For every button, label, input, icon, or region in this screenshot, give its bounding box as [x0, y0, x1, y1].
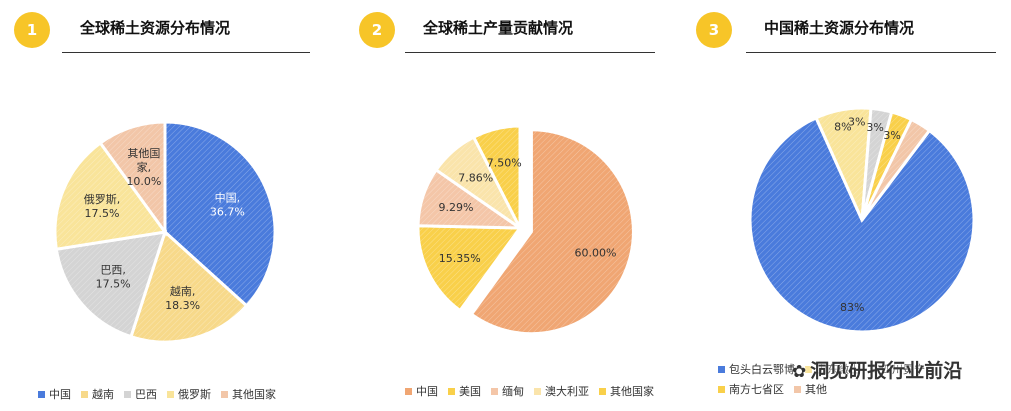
panel-global-resources: 1 全球稀土资源分布情况 中国, 36.7% 越南, 18.3% 巴西, 17.5% 俄罗斯…: [0, 0, 330, 411]
slice-label-4: 7.86%: [458, 171, 493, 184]
legend-swatch: [405, 387, 412, 395]
pie-slice-5: [98, 120, 167, 237]
legend-swatch: [81, 390, 88, 398]
slice-label-2: 15.35%: [439, 252, 481, 265]
legend-swatch: [491, 387, 498, 395]
legend-swatch: [718, 385, 725, 393]
wechat-icon: ✿: [792, 362, 807, 382]
pie-slice-2: [814, 106, 873, 221]
legend-swatch: [448, 387, 455, 395]
slice-label-3: 3%: [848, 116, 865, 129]
legend-label: 澳大利亚: [545, 385, 589, 398]
panel-number-badge: 1: [14, 12, 50, 48]
legend-label: 山东微山: [816, 363, 860, 376]
legend-item: 美国: [448, 383, 481, 399]
panel-number-badge: 2: [359, 12, 395, 48]
pie-slice-1: [469, 128, 635, 336]
pie-slice-1: [748, 115, 976, 334]
pie-slice-3: [416, 167, 525, 230]
legend-swatch: [805, 365, 812, 373]
slice-label-4: 3%: [866, 121, 883, 134]
pie-slice-5: [860, 117, 932, 221]
slice-label-2: 越南, 18.3%: [165, 284, 200, 312]
chart-legend: 包头白云鄂博 山东微山 四川冕宁南方七省区 其他: [718, 361, 998, 397]
legend-swatch: [38, 390, 45, 398]
legend-swatch: [599, 387, 606, 395]
legend-item: 四川冕宁: [870, 361, 925, 377]
legend-label: 包头白云鄂博: [729, 363, 795, 376]
legend-item: 澳大利亚: [534, 383, 589, 399]
pie-chart-global-production: 60.00% 15.35% 9.29% 7.86%7.50%: [416, 124, 635, 336]
legend-label: 俄罗斯: [178, 388, 211, 401]
slice-label-2: 8%: [834, 121, 851, 134]
legend-swatch: [794, 385, 801, 393]
legend-label: 美国: [459, 385, 481, 398]
slice-label-5: 7.50%: [487, 157, 522, 170]
legend-item: 中国: [405, 383, 438, 399]
legend-label: 四川冕宁: [881, 363, 925, 376]
slice-label-4: 俄罗斯, 17.5%: [84, 193, 121, 220]
legend-item: 其他国家: [221, 386, 276, 402]
legend-label: 其他: [805, 383, 827, 396]
chart-legend: 中国 越南 巴西 俄罗斯 其他国家: [38, 386, 328, 402]
panel-title: 全球稀土产量贡献情况: [423, 19, 574, 37]
pie-slice-3: [54, 230, 168, 339]
legend-item: 缅甸: [491, 383, 524, 399]
slice-label-1: 83%: [840, 301, 864, 314]
legend-item: 包头白云鄂博: [718, 361, 795, 377]
legend-item: 其他: [794, 381, 827, 397]
legend-label: 巴西: [135, 388, 157, 401]
legend-label: 缅甸: [502, 385, 524, 398]
slice-label-3: 巴西, 17.5%: [96, 263, 131, 290]
panel-title: 全球稀土资源分布情况: [80, 19, 231, 37]
pie-slice-2: [129, 229, 249, 344]
slice-label-3: 9.29%: [438, 201, 473, 214]
pie-slice-2: [416, 224, 523, 313]
title-underline: [62, 52, 310, 53]
legend-label: 中国: [49, 388, 71, 401]
pie-slice-5: [471, 124, 522, 229]
title-underline: [746, 52, 996, 53]
legend-label: 越南: [92, 388, 114, 401]
legend-label: 中国: [416, 385, 438, 398]
legend-item: 其他国家: [599, 383, 654, 399]
pie-slice-1: [163, 120, 277, 308]
legend-swatch: [221, 390, 228, 398]
legend-swatch: [534, 387, 541, 395]
legend-swatch: [167, 390, 174, 398]
watermark-text: 洞见研报行业前沿: [810, 360, 963, 382]
legend-item: 山东微山: [805, 361, 860, 377]
legend-label: 其他国家: [232, 388, 276, 401]
pie-chart-china-resources: 83%8%3% 3%3%: [748, 106, 976, 334]
pie-chart-global-resources: 中国, 36.7% 越南, 18.3% 巴西, 17.5% 俄罗斯, 17.5%其他国家, 10…: [53, 120, 277, 344]
slice-label-5: 其他国家, 10.0%: [126, 147, 161, 188]
legend-item: 越南: [81, 386, 114, 402]
slice-label-1: 中国, 36.7%: [210, 191, 245, 218]
legend-item: 巴西: [124, 386, 157, 402]
panel-china-resources: 3 中国稀土资源分布情况 83% 8% 3% 3% 3% 包头白云鄂博 山东微山 四川冕宁南…: [680, 0, 1011, 411]
legend-swatch: [124, 390, 131, 398]
title-underline: [405, 52, 655, 53]
legend-item: 俄罗斯: [167, 386, 211, 402]
wechat-watermark: ✿ 洞见研报行业前沿: [792, 356, 962, 383]
slice-label-5: 3%: [883, 129, 900, 142]
pie-slice-4: [53, 140, 168, 251]
legend-label: 南方七省区: [729, 383, 784, 396]
slice-label-1: 60.00%: [574, 247, 616, 260]
panel-number-badge: 3: [696, 12, 732, 48]
legend-item: 南方七省区: [718, 381, 784, 397]
legend-label: 其他国家: [610, 385, 654, 398]
panel-title: 中国稀土资源分布情况: [764, 19, 915, 37]
chart-legend: 中国 美国 缅甸 澳大利亚 其他国家: [405, 383, 675, 399]
panel-global-production: 2 全球稀土产量贡献情况 60.00% 15.35% 9.29% 7.86% 7.50%…: [345, 0, 675, 411]
legend-swatch: [870, 365, 877, 373]
legend-swatch: [718, 365, 725, 373]
legend-item: 中国: [38, 386, 71, 402]
